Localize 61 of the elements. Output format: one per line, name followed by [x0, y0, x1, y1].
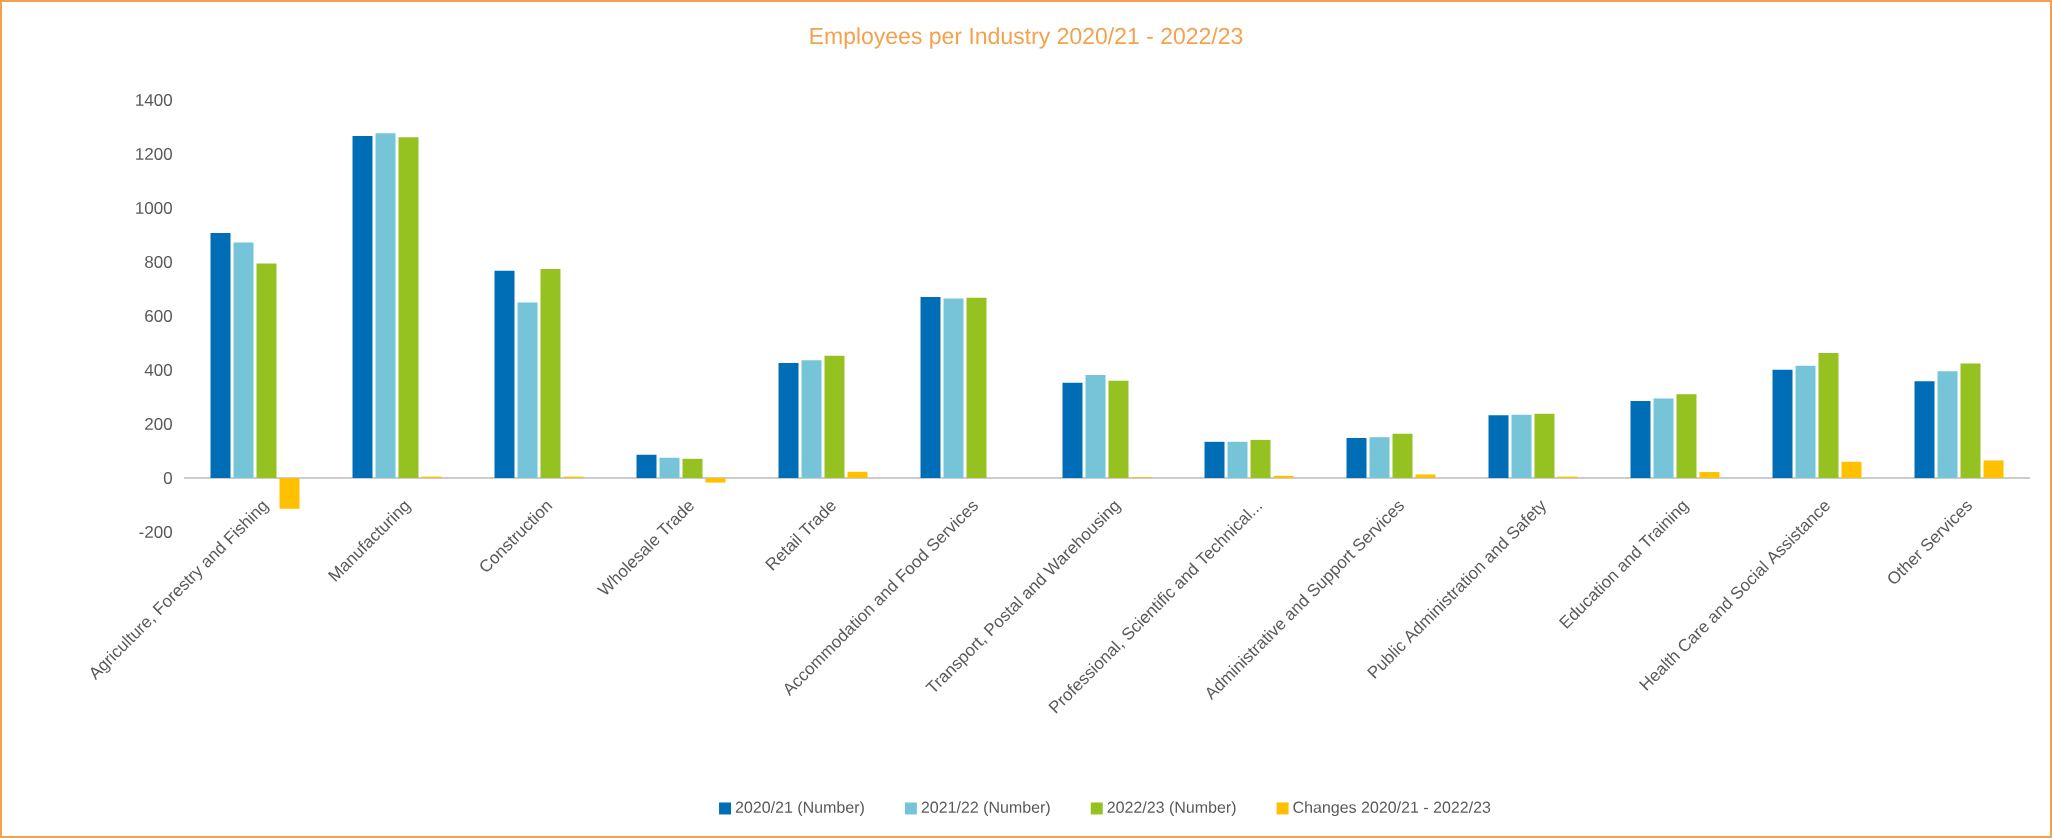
bar — [1630, 401, 1651, 478]
bar — [778, 362, 799, 478]
y-tick-label: 1000 — [136, 201, 172, 214]
y-tick-label: -200 — [139, 525, 172, 538]
bar — [1653, 398, 1674, 478]
bar — [1062, 382, 1083, 478]
bar — [494, 270, 515, 478]
legend-label: 2021/22 (Number) — [921, 801, 1050, 817]
bar — [659, 457, 680, 478]
y-tick-label: 600 — [145, 309, 172, 322]
bar — [1369, 437, 1390, 478]
bar — [1534, 413, 1555, 478]
legend-label: 2020/21 (Number) — [735, 801, 864, 817]
bar — [920, 297, 941, 478]
bar — [1914, 381, 1935, 478]
bar — [1204, 441, 1225, 478]
bar — [1273, 475, 1294, 478]
bar — [1960, 363, 1981, 478]
bar — [1250, 439, 1271, 478]
bar — [824, 355, 845, 478]
bar — [210, 233, 231, 478]
bar — [1511, 414, 1532, 478]
bar — [1346, 438, 1367, 478]
bar — [636, 454, 657, 478]
bar — [1488, 415, 1509, 478]
y-tick-label: 1200 — [136, 147, 172, 160]
bar — [1085, 375, 1106, 478]
bar — [256, 263, 277, 478]
legend-label: 2022/23 (Number) — [1107, 801, 1236, 817]
bar — [705, 477, 726, 483]
bar — [1676, 394, 1697, 478]
bar — [1983, 460, 2004, 478]
y-tick-label: 400 — [144, 363, 172, 376]
bar — [801, 360, 822, 478]
bar — [375, 133, 396, 478]
legend-label: Changes 2020/21 - 2022/23 — [1293, 801, 1491, 817]
bar — [847, 471, 868, 478]
bar — [398, 137, 419, 478]
bar — [233, 242, 254, 478]
bar — [1415, 474, 1436, 478]
bar — [1227, 441, 1248, 478]
chart-title: Employees per Industry 2020/21 - 2022/23 — [810, 27, 1243, 49]
y-tick-label: 200 — [145, 417, 172, 430]
bar — [682, 458, 703, 478]
bar — [1108, 380, 1129, 478]
bar — [540, 269, 561, 478]
bar — [943, 298, 964, 478]
bar — [1795, 365, 1816, 478]
bar — [1392, 433, 1413, 478]
bar — [517, 302, 538, 478]
y-tick-label: 800 — [145, 255, 172, 268]
bar — [966, 297, 987, 478]
bar — [1699, 472, 1720, 478]
bar — [279, 477, 300, 509]
bar — [1772, 369, 1793, 478]
bar — [1841, 461, 1862, 478]
bar — [1937, 371, 1958, 478]
y-tick-label: 1400 — [136, 93, 172, 106]
bar — [1818, 352, 1839, 478]
bar — [352, 135, 373, 478]
y-tick-label: 0 — [163, 471, 172, 484]
